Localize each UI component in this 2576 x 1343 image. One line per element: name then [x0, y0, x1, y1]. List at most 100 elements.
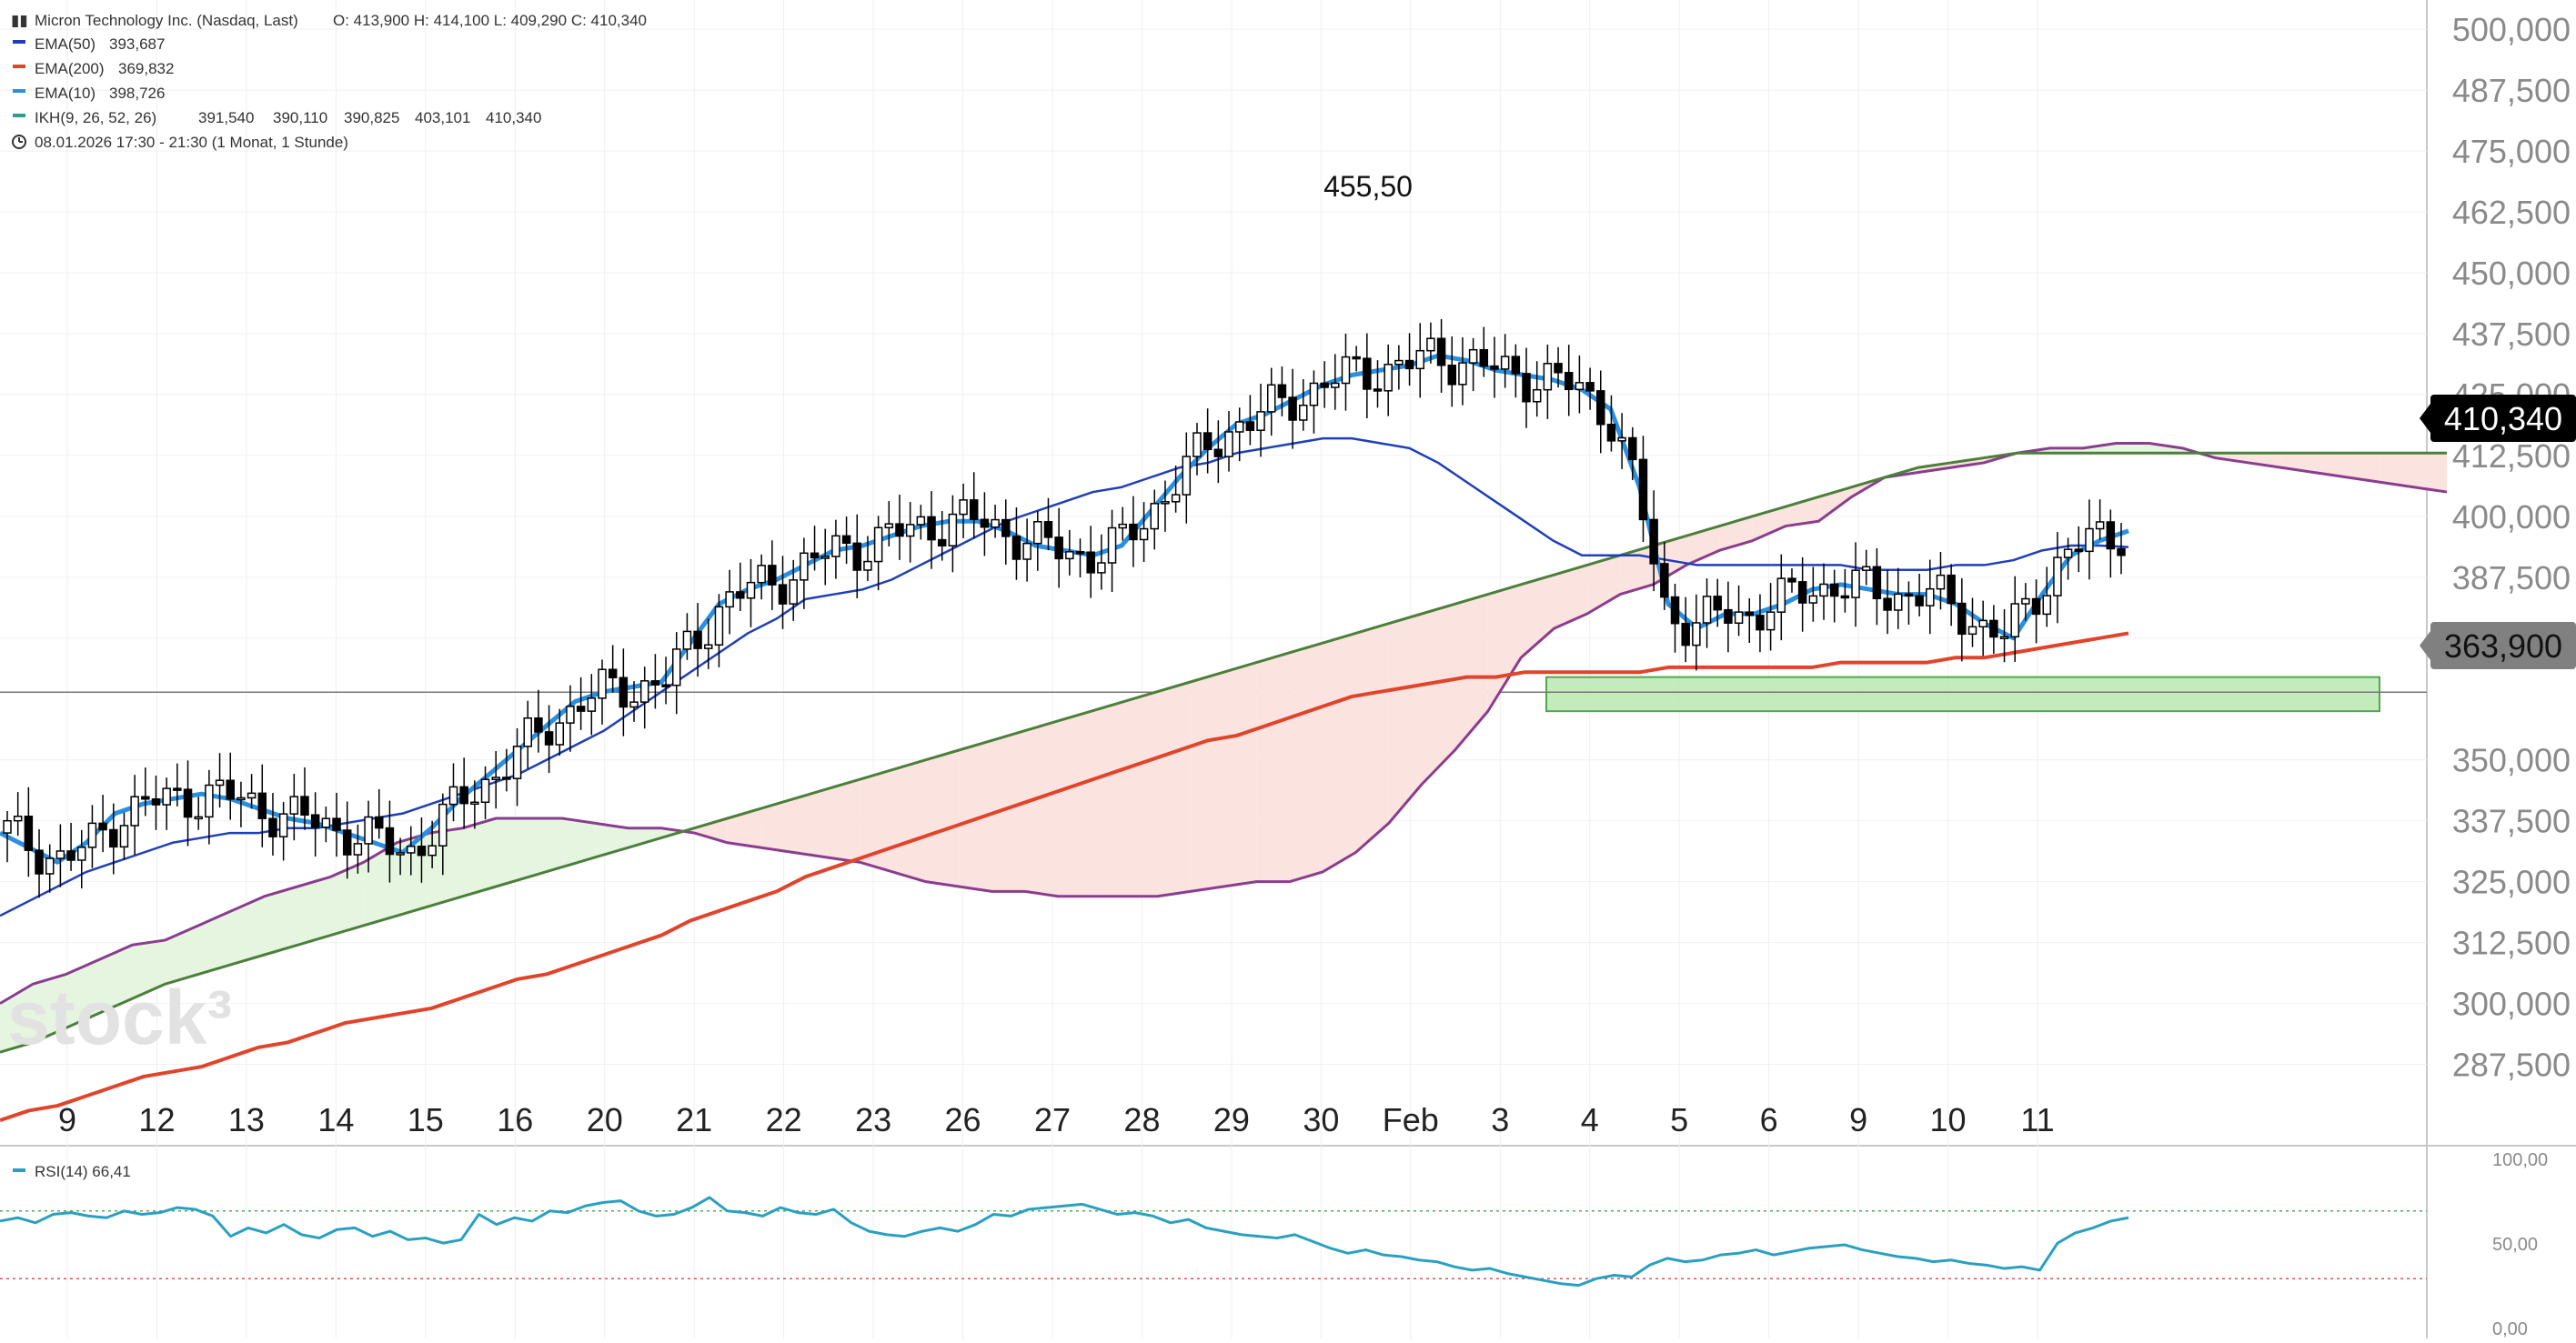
candle-body[interactable] — [141, 796, 150, 800]
candle-body[interactable] — [736, 591, 745, 599]
candle-body[interactable] — [226, 779, 235, 800]
candle-body[interactable] — [1681, 622, 1690, 646]
candle-body[interactable] — [2042, 595, 2052, 616]
candle-body[interactable] — [1129, 523, 1138, 541]
candle-body[interactable] — [1288, 396, 1297, 421]
candle-body[interactable] — [1829, 583, 1839, 597]
price-axis[interactable]: 500,000 487,500 475,000 462,500 450,000 437,5… — [2452, 11, 2571, 1083]
candle-body[interactable] — [1989, 619, 1998, 638]
candle-body[interactable] — [119, 825, 129, 848]
candle-body[interactable] — [873, 526, 883, 563]
candle-body[interactable] — [1234, 421, 1244, 433]
candle-body[interactable] — [1065, 551, 1074, 560]
candle-body[interactable] — [1511, 356, 1521, 375]
candle-body[interactable] — [321, 817, 331, 828]
candle-body[interactable] — [1373, 388, 1383, 392]
candle-body[interactable] — [1161, 501, 1170, 505]
candle-body[interactable] — [385, 827, 395, 856]
candle-body[interactable] — [396, 852, 405, 856]
candle-body[interactable] — [1713, 596, 1722, 611]
candle-body[interactable] — [215, 779, 225, 787]
legend-ema50[interactable]: EMA(50) 393,687 — [13, 35, 165, 53]
candle-body[interactable] — [491, 777, 500, 780]
candle-body[interactable] — [937, 538, 947, 546]
candle-body[interactable] — [639, 680, 649, 703]
candle-body[interactable] — [480, 778, 490, 804]
candle-body[interactable] — [1500, 356, 1510, 370]
candle-body[interactable] — [1415, 349, 1424, 370]
candle-body[interactable] — [417, 846, 427, 857]
ema10-line[interactable] — [0, 353, 2129, 865]
candle-body[interactable] — [1819, 583, 1828, 597]
candle-body[interactable] — [1883, 597, 1892, 611]
candle-body[interactable] — [1543, 363, 1553, 391]
candle-body[interactable] — [768, 565, 777, 586]
candle-body[interactable] — [407, 846, 416, 854]
candle-body[interactable] — [183, 788, 193, 818]
candle-body[interactable] — [13, 816, 23, 822]
candle-body[interactable] — [1404, 359, 1414, 370]
candle-body[interactable] — [2021, 597, 2030, 605]
candle-body[interactable] — [76, 847, 86, 861]
candle-body[interactable] — [502, 777, 511, 780]
support-zone[interactable] — [1545, 676, 2380, 713]
candle-body[interactable] — [1797, 581, 1807, 604]
candle-body[interactable] — [1606, 423, 1616, 442]
candle-body[interactable] — [1638, 458, 1648, 521]
candle-body[interactable] — [1011, 536, 1021, 560]
candle-body[interactable] — [1947, 574, 1956, 605]
candle-body[interactable] — [257, 792, 267, 819]
candle-body[interactable] — [353, 843, 363, 856]
candle-body[interactable] — [1384, 364, 1393, 392]
candle-body[interactable] — [1086, 551, 1095, 574]
candle-body[interactable] — [980, 518, 990, 528]
candle-body[interactable] — [2031, 597, 2041, 616]
candle-body[interactable] — [629, 701, 639, 708]
candle-body[interactable] — [1468, 348, 1478, 364]
candle-body[interactable] — [905, 524, 915, 537]
candle-body[interactable] — [1299, 404, 1308, 421]
candle-body[interactable] — [1320, 382, 1329, 388]
candle-body[interactable] — [1957, 602, 1967, 636]
candle-body[interactable] — [1490, 365, 1499, 370]
candle-body[interactable] — [1628, 436, 1637, 461]
candle-body[interactable] — [24, 816, 34, 851]
candle-body[interactable] — [1054, 536, 1063, 560]
candle-body[interactable] — [35, 849, 44, 875]
candle-body[interactable] — [863, 560, 872, 571]
candle-body[interactable] — [1075, 551, 1085, 555]
candle-body[interactable] — [1649, 518, 1658, 565]
candle-body[interactable] — [1851, 569, 1860, 598]
candle-body[interactable] — [650, 680, 660, 686]
candle-body[interactable] — [1436, 337, 1446, 366]
candle-body[interactable] — [1670, 596, 1680, 625]
candle-body[interactable] — [1564, 372, 1574, 391]
candle-body[interactable] — [576, 706, 586, 712]
candle-body[interactable] — [2053, 556, 2062, 596]
ikh-senkou-a-line[interactable] — [0, 442, 2448, 1005]
candle-body[interactable] — [55, 850, 65, 859]
time-axis[interactable]: 9 12 13 14 15 16 20 21 22 23 26 27 28 29 30 Feb 3 4 5 6 9 10 1… — [58, 1101, 2055, 1138]
rsi-legend[interactable]: RSI(14) 66,41 — [13, 1163, 131, 1180]
candle-body[interactable] — [544, 731, 554, 746]
candle-body[interactable] — [109, 828, 118, 848]
candle-body[interactable] — [959, 499, 968, 516]
candle-body[interactable] — [1107, 526, 1117, 564]
candle-body[interactable] — [2085, 527, 2094, 553]
candle-body[interactable] — [1426, 337, 1435, 352]
candle-body[interactable] — [1766, 611, 1776, 631]
candle-body[interactable] — [1522, 373, 1531, 403]
candle-body[interactable] — [66, 850, 75, 861]
candle-body[interactable] — [1926, 587, 1935, 606]
ema50-line[interactable] — [0, 436, 2129, 917]
candle-body[interactable] — [1840, 595, 1850, 599]
candle-body[interactable] — [289, 796, 299, 815]
candle-body[interactable] — [1776, 577, 1786, 613]
candle-body[interactable] — [916, 516, 926, 526]
legend-symbol[interactable]: ▮▮ Micron Technology Inc. (Nasdaq, Last)… — [9, 11, 647, 29]
candle-body[interactable] — [810, 552, 820, 559]
candle-body[interactable] — [1277, 384, 1287, 398]
candle-body[interactable] — [300, 796, 309, 816]
candle-body[interactable] — [1967, 626, 1977, 636]
candle-body[interactable] — [927, 516, 936, 541]
